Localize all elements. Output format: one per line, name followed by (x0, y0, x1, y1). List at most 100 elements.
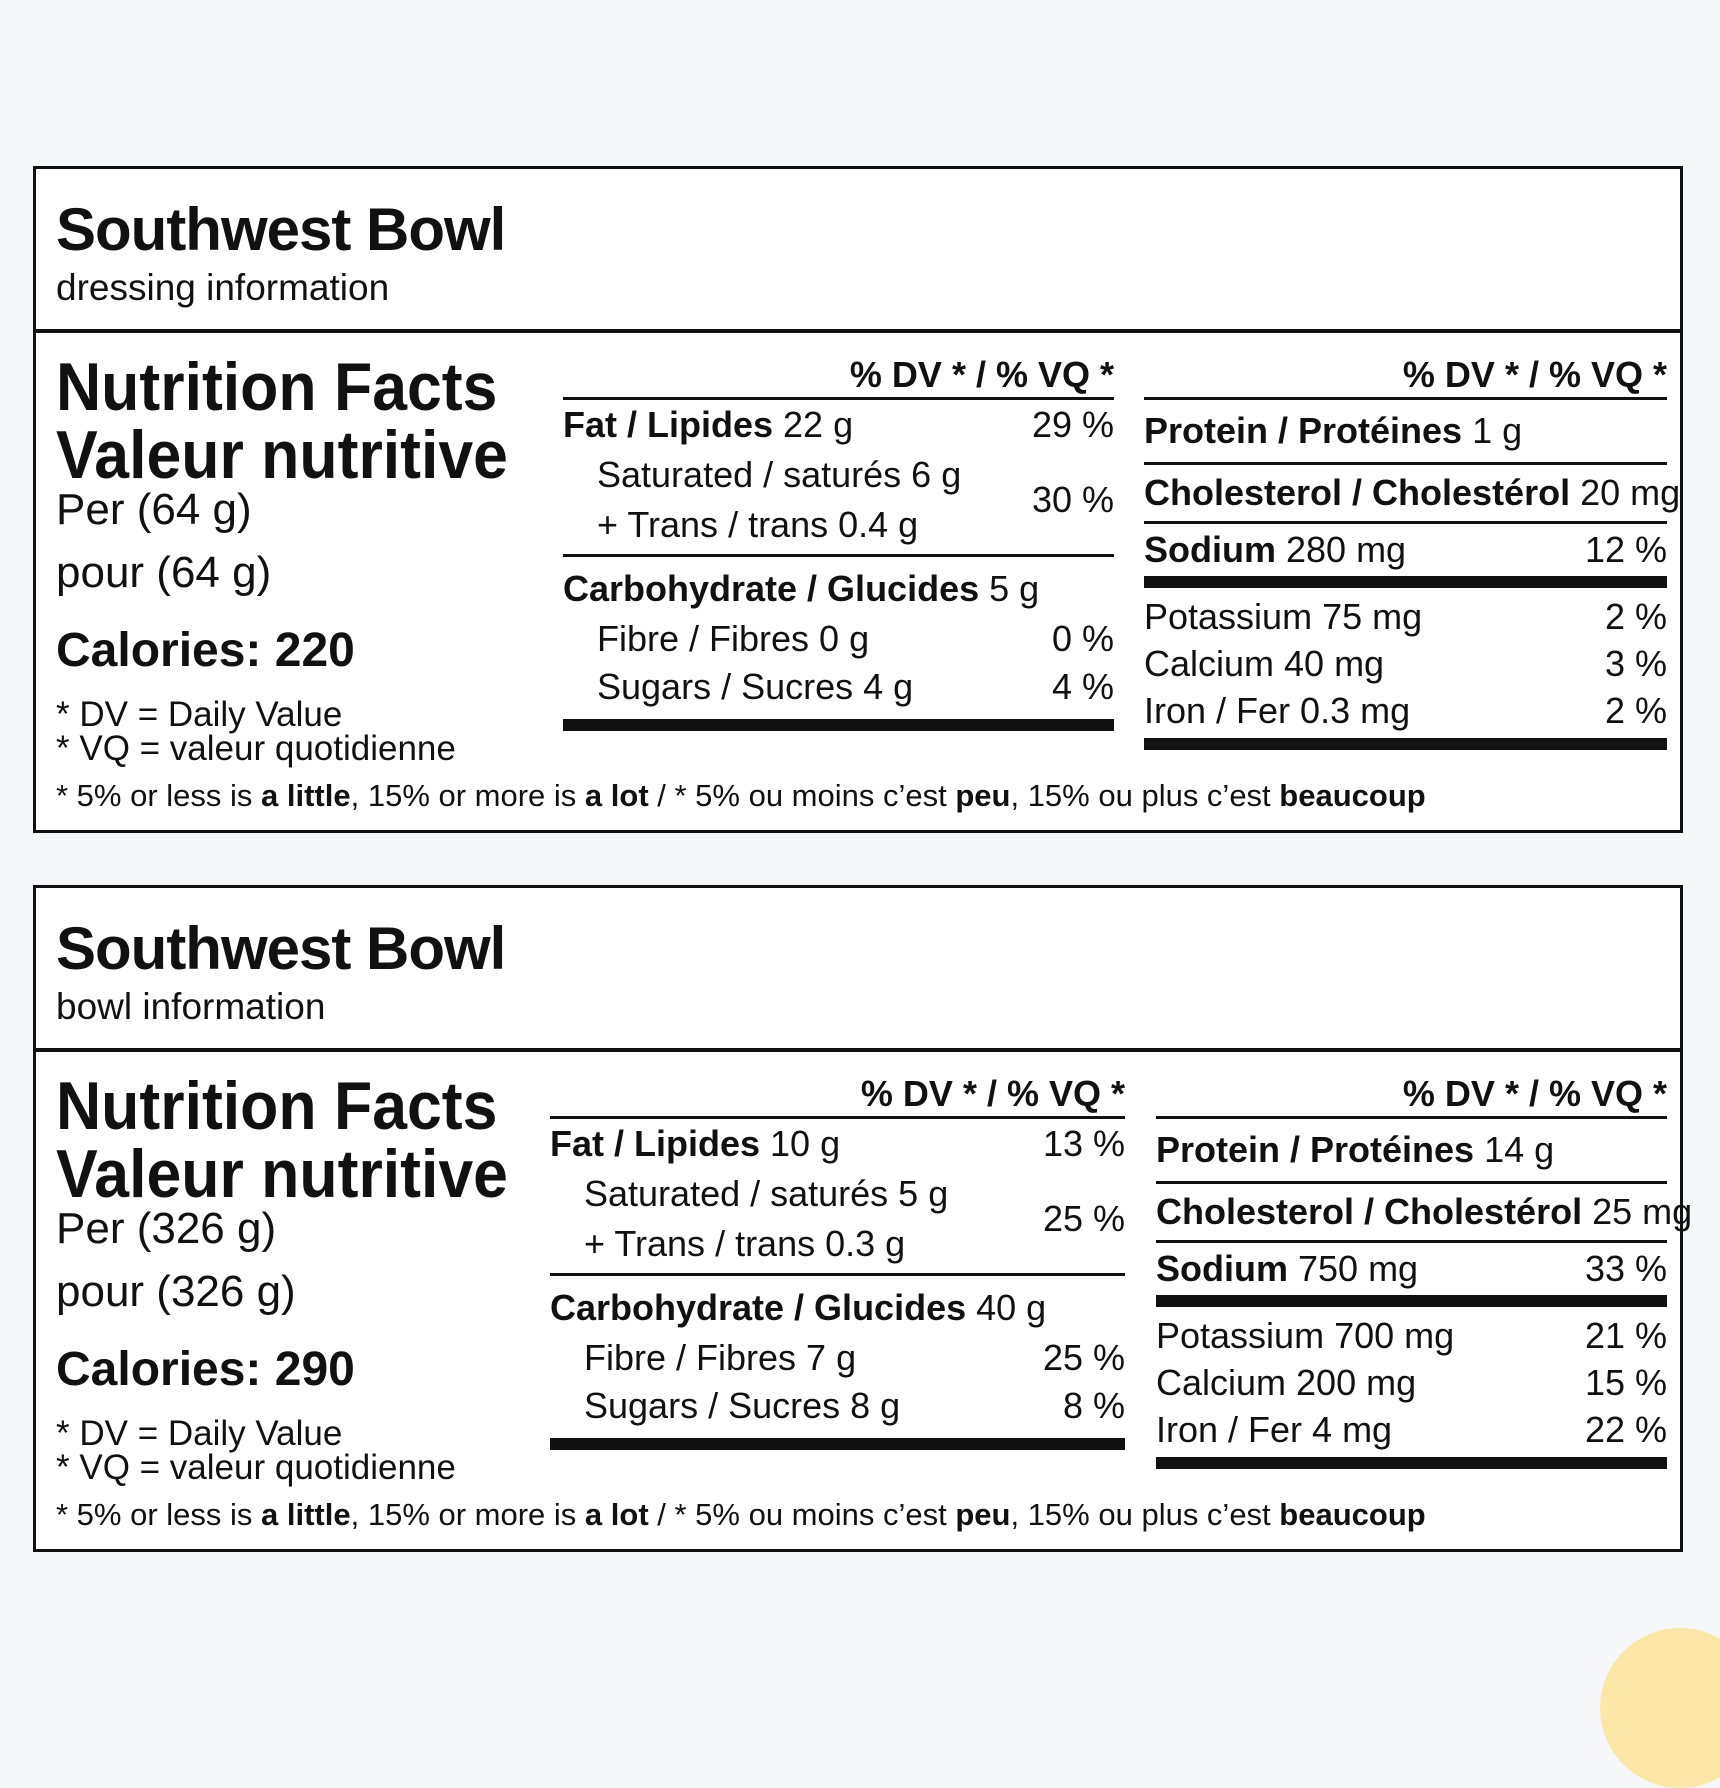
sodium-row: Sodium 750 mg 33 % (1156, 1243, 1667, 1295)
footnote-emphasis: beaucoup (1279, 1497, 1426, 1532)
summary-column: Nutrition Facts Valeur nutritive Per (32… (56, 1052, 576, 1492)
trans-row: + Trans / trans 0.4 g (597, 504, 919, 545)
dv-footnote: * 5% or less is a little, 15% or more is… (56, 1497, 1426, 1533)
divider-line-thick (1156, 1457, 1667, 1469)
saturated-trans-block: Saturated / saturés 5 g + Trans / trans … (550, 1169, 1125, 1273)
dv-column-header: % DV * / % VQ * (1144, 353, 1667, 400)
protein-label: Protein / Protéines (1156, 1129, 1475, 1170)
fibre-label: Fibre / Fibres 7 g (584, 1337, 857, 1378)
protein-row: Protein / Protéines 1 g (1144, 400, 1667, 462)
sodium-label: Sodium (1144, 529, 1276, 570)
divider-line (1144, 521, 1667, 524)
calcium-percent: 15 % (1584, 1362, 1667, 1403)
sodium-label: Sodium (1156, 1248, 1288, 1289)
divider-line-thick (1144, 576, 1667, 588)
dv-footnote: * 5% or less is a little, 15% or more is… (56, 778, 1426, 814)
cholesterol-row: Cholesterol / Cholestérol 25 mg (1156, 1184, 1692, 1240)
nutrition-label-panel: Southwest Bowl bowl information Nutritio… (33, 885, 1692, 1552)
carbohydrate-label: Carbohydrate / Glucides (563, 568, 980, 609)
fat-amount: 10 g (760, 1123, 841, 1164)
carbohydrate-label: Carbohydrate / Glucides (550, 1287, 967, 1328)
dv-note-french: * VQ = valeur quotidienne (56, 729, 456, 768)
fat-row: Fat / Lipides 22 g 29 % (563, 400, 1114, 450)
fat-percent: 29 % (1031, 404, 1114, 445)
cholesterol-amount: 25 mg (1582, 1191, 1693, 1232)
carbohydrate-amount: 5 g (979, 568, 1040, 609)
calcium-percent: 3 % (1604, 643, 1667, 684)
divider-line-thick (1156, 1295, 1667, 1307)
potassium-percent: 2 % (1604, 596, 1667, 637)
iron-label: Iron / Fer 4 mg (1156, 1409, 1393, 1450)
saturated-trans-percent: 30 % (1031, 479, 1114, 520)
footnote-emphasis: peu (955, 778, 1011, 813)
sodium-amount: 750 mg (1288, 1248, 1419, 1289)
footnote-emphasis: a little (261, 1497, 351, 1532)
summary-column: Nutrition Facts Valeur nutritive Per (64… (56, 333, 576, 773)
fat-row: Fat / Lipides 10 g 13 % (550, 1119, 1125, 1169)
dv-column-header: % DV * / % VQ * (550, 1072, 1125, 1119)
fibre-percent: 0 % (1051, 618, 1114, 659)
product-name: Southwest Bowl (56, 196, 506, 263)
divider-line (1144, 462, 1667, 465)
dv-note-english: * DV = Daily Value (56, 695, 343, 734)
saturated-row: Saturated / saturés 6 g (597, 454, 962, 495)
sugars-label: Sugars / Sucres 8 g (584, 1385, 901, 1426)
fibre-row: Fibre / Fibres 7 g 25 % (550, 1328, 1125, 1378)
iron-row: Iron / Fer 4 mg 22 % (1156, 1406, 1667, 1453)
sugars-row: Sugars / Sucres 4 g 4 % (563, 657, 1114, 709)
footnote-text: * 5% or less is (56, 778, 262, 813)
decorative-corner-shape (1600, 1628, 1720, 1788)
serving-size-french: pour (64 g) (56, 548, 272, 597)
sodium-percent: 12 % (1584, 529, 1667, 570)
potassium-label: Potassium 75 mg (1144, 596, 1423, 637)
carbohydrate-amount: 40 g (966, 1287, 1047, 1328)
nutrition-label-panel: Southwest Bowl dressing information Nutr… (33, 166, 1683, 833)
potassium-row: Potassium 700 mg 21 % (1156, 1307, 1667, 1359)
footnote-emphasis: a lot (584, 1497, 649, 1532)
label-header: Southwest Bowl dressing information (36, 169, 1680, 333)
fibre-label: Fibre / Fibres 0 g (597, 618, 870, 659)
serving-size-english: Per (64 g) (56, 485, 252, 534)
dv-note-english: * DV = Daily Value (56, 1414, 343, 1453)
divider-line-thick (1144, 738, 1667, 750)
footnote-emphasis: a little (261, 778, 351, 813)
protein-row: Protein / Protéines 14 g (1156, 1119, 1667, 1181)
footnote-text: / * 5% ou moins c’est (648, 778, 956, 813)
calcium-label: Calcium 200 mg (1156, 1362, 1417, 1403)
divider-line (550, 1273, 1125, 1276)
title-english: Nutrition Facts (56, 349, 498, 425)
potassium-row: Potassium 75 mg 2 % (1144, 588, 1667, 640)
cholesterol-amount: 20 mg (1570, 472, 1681, 513)
iron-row: Iron / Fer 0.3 mg 2 % (1144, 687, 1667, 734)
fibre-row: Fibre / Fibres 0 g 0 % (563, 609, 1114, 659)
sodium-amount: 280 mg (1276, 529, 1407, 570)
calcium-row: Calcium 40 mg 3 % (1144, 640, 1667, 687)
title-french: Valeur nutritive (56, 417, 508, 493)
sugars-percent: 8 % (1062, 1385, 1125, 1426)
nutrient-column-middle: % DV * / % VQ * Fat / Lipides 22 g 29 % … (563, 353, 1114, 731)
footnote-text: , 15% ou plus c’est (1010, 1497, 1280, 1532)
dv-note-french: * VQ = valeur quotidienne (56, 1448, 456, 1487)
footnote-emphasis: peu (955, 1497, 1011, 1532)
product-name: Southwest Bowl (56, 915, 506, 982)
calories: Calories: 220 (56, 624, 355, 677)
footnote-text: * 5% or less is (56, 1497, 262, 1532)
protein-label: Protein / Protéines (1144, 410, 1463, 451)
calories: Calories: 290 (56, 1343, 355, 1396)
fat-label: Fat / Lipides (550, 1123, 761, 1164)
dv-column-header: % DV * / % VQ * (1156, 1072, 1667, 1119)
product-subtitle: dressing information (56, 267, 390, 308)
fibre-percent: 25 % (1042, 1337, 1125, 1378)
iron-label: Iron / Fer 0.3 mg (1144, 690, 1411, 731)
nutrient-column-middle: % DV * / % VQ * Fat / Lipides 10 g 13 % … (550, 1072, 1125, 1450)
calcium-row: Calcium 200 mg 15 % (1156, 1359, 1667, 1406)
fat-label: Fat / Lipides (563, 404, 774, 445)
footnote-emphasis: a lot (584, 778, 649, 813)
footnote-emphasis: beaucoup (1279, 778, 1426, 813)
saturated-trans-percent: 25 % (1042, 1198, 1125, 1239)
serving-size-english: Per (326 g) (56, 1204, 277, 1253)
nutrient-column-right: % DV * / % VQ * Protein / Protéines 14 g… (1156, 1072, 1692, 1469)
sodium-row: Sodium 280 mg 12 % (1144, 524, 1667, 576)
saturated-trans-block: Saturated / saturés 6 g + Trans / trans … (563, 450, 1114, 554)
cholesterol-label: Cholesterol / Cholestérol (1156, 1191, 1583, 1232)
